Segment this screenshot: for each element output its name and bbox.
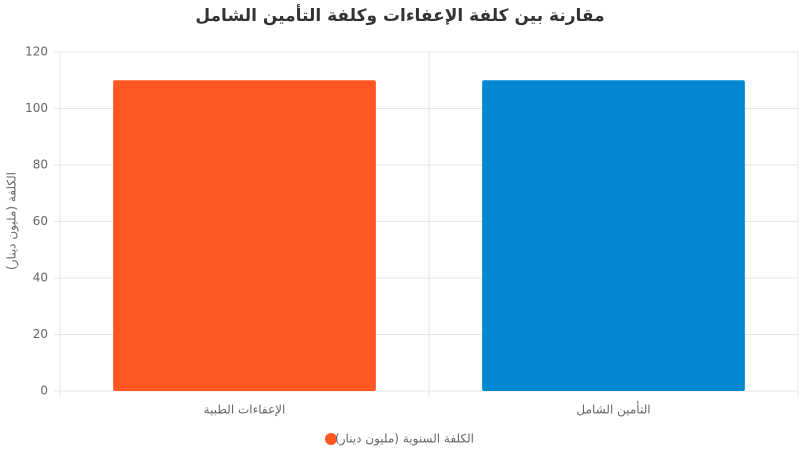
y-tick-label: 0 <box>40 384 48 398</box>
y-tick-label: 100 <box>25 101 48 115</box>
chart-title: مقارنة بين كلفة الإعفاءات وكلفة التأمين … <box>195 4 604 26</box>
y-tick-label: 20 <box>33 327 48 341</box>
y-axis-title: الكلفة (مليون دينار) <box>5 172 20 270</box>
y-tick-label: 60 <box>33 214 48 228</box>
legend-marker <box>325 433 337 445</box>
y-tick-label: 40 <box>33 271 48 285</box>
legend-label: الكلفة السنوية (مليون دينار) <box>335 432 474 447</box>
bar <box>482 80 745 391</box>
x-tick-label: الإعفاءات الطبية <box>204 403 286 417</box>
y-tick-label: 80 <box>33 158 48 172</box>
bar <box>113 80 376 391</box>
x-tick-label: التأمين الشامل <box>576 401 650 418</box>
y-tick-label: 120 <box>25 45 48 59</box>
